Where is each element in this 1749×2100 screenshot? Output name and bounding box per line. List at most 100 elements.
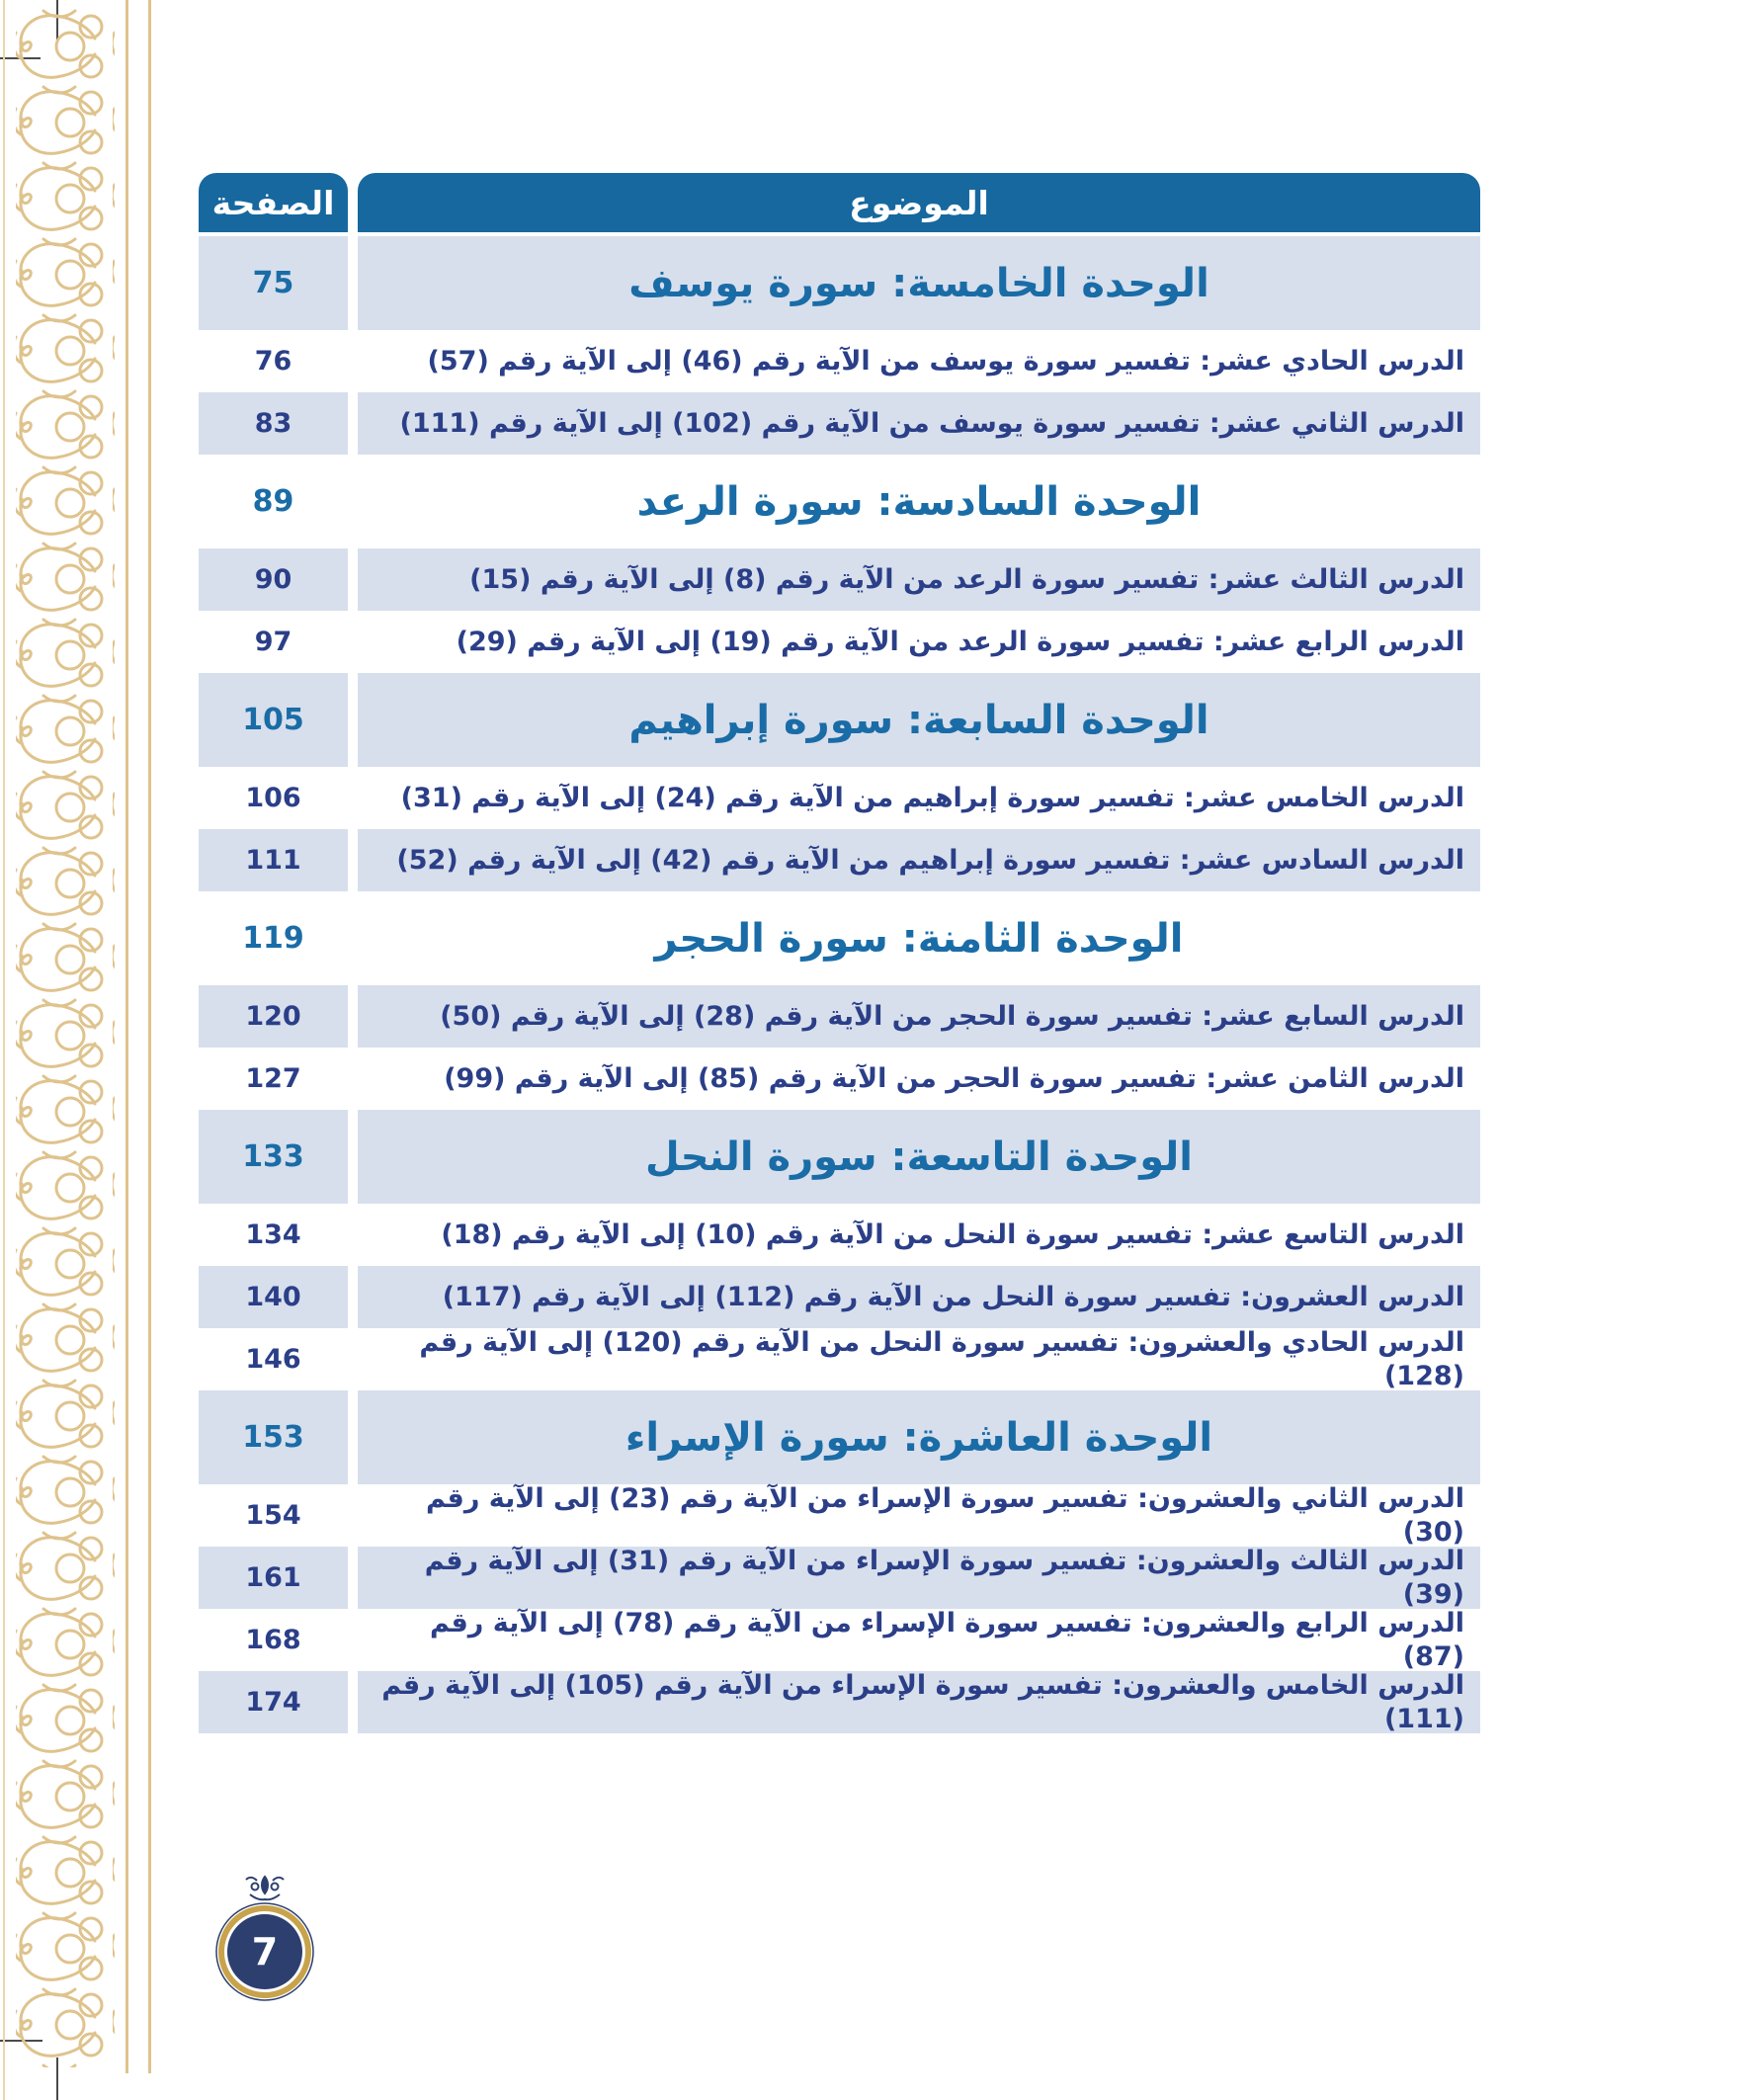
toc-row-topic-cell: الدرس الثاني والعشرون: تفسير سورة الإسرا… xyxy=(358,1482,1480,1548)
toc-row-topic-text: الدرس الرابع والعشرون: تفسير سورة الإسرا… xyxy=(429,1607,1464,1672)
toc-unit-row: 133 الوحدة التاسعة: سورة النحل xyxy=(199,1110,1480,1204)
toc-rows: 75 الوحدة الخامسة: سورة يوسف 76 الدرس الحاد… xyxy=(199,236,1480,1734)
toc-row-page-number: 140 xyxy=(245,1282,301,1312)
toc-lesson-row: 168 الدرس الرابع والعشرون: تفسير سورة الإ… xyxy=(199,1607,1480,1672)
toc-row-topic-text: الوحدة الخامسة: سورة يوسف xyxy=(628,260,1209,306)
toc-row-page-number: 90 xyxy=(254,564,292,595)
toc-lesson-row: 106 الدرس الخامس عشر: تفسير سورة إبراهيم … xyxy=(199,767,1480,829)
toc-row-page-number: 134 xyxy=(245,1219,301,1250)
toc-row-page-cell: 134 xyxy=(199,1204,348,1266)
toc-row-page-cell: 106 xyxy=(199,767,348,829)
toc-row-page-cell: 90 xyxy=(199,548,348,611)
toc-lesson-row: 111 الدرس السادس عشر: تفسير سورة إبراهيم … xyxy=(199,829,1480,891)
toc-row-page-number: 120 xyxy=(245,1001,301,1032)
toc-row-page-number: 76 xyxy=(254,346,292,377)
toc-row-page-number: 111 xyxy=(245,845,301,876)
toc-row-topic-text: الوحدة التاسعة: سورة النحل xyxy=(644,1134,1194,1180)
toc-row-topic-cell: الدرس الرابع عشر: تفسير سورة الرعد من ال… xyxy=(358,611,1480,673)
toc-row-page-number: 75 xyxy=(252,266,294,300)
toc-row-page-number: 119 xyxy=(242,921,304,956)
toc-row-topic-cell: الدرس الحادي والعشرون: تفسير سورة النحل … xyxy=(358,1327,1480,1391)
toc-row-topic-cell: الدرس الحادي عشر: تفسير سورة يوسف من الآ… xyxy=(358,330,1480,392)
toc-unit-row: 89 الوحدة السادسة: سورة الرعد xyxy=(199,455,1480,548)
toc-row-page-number: 97 xyxy=(254,627,292,657)
toc-row-topic-text: الدرس التاسع عشر: تفسير سورة النحل من ال… xyxy=(441,1218,1464,1250)
toc-row-topic-text: الوحدة السابعة: سورة إبراهيم xyxy=(628,697,1209,743)
toc-lesson-row: 83 الدرس الثاني عشر: تفسير سورة يوسف من ا… xyxy=(199,392,1480,455)
toc-row-topic-text: الدرس السادس عشر: تفسير سورة إبراهيم من … xyxy=(396,844,1464,876)
crop-mark-bottom-vertical xyxy=(56,2058,58,2100)
ornamental-border-pattern xyxy=(3,0,151,2100)
toc-row-page-cell: 153 xyxy=(199,1390,348,1484)
toc-row-page-cell: 105 xyxy=(199,673,348,767)
toc-row-page-cell: 75 xyxy=(199,236,348,330)
toc-row-topic-cell: الدرس الثاني عشر: تفسير سورة يوسف من الآ… xyxy=(358,392,1480,455)
toc-row-topic-text: الدرس الثامن عشر: تفسير سورة الحجر من ال… xyxy=(444,1062,1464,1094)
toc-row-page-cell: 146 xyxy=(199,1328,348,1390)
toc-row-topic-text: الدرس الثاني والعشرون: تفسير سورة الإسرا… xyxy=(425,1482,1464,1548)
toc-row-topic-cell: الدرس السابع عشر: تفسير سورة الحجر من ال… xyxy=(358,985,1480,1048)
toc-lesson-row: 76 الدرس الحادي عشر: تفسير سورة يوسف من ا… xyxy=(199,330,1480,392)
toc-row-topic-cell: الدرس العشرون: تفسير سورة النحل من الآية… xyxy=(358,1266,1480,1328)
toc-row-topic-text: الدرس السابع عشر: تفسير سورة الحجر من ال… xyxy=(440,1000,1464,1032)
toc-lesson-row: 161 الدرس الثالث والعشرون: تفسير سورة الإ… xyxy=(199,1545,1480,1610)
toc-row-page-number: 153 xyxy=(242,1420,304,1455)
toc-header-topic-label: الموضوع xyxy=(849,183,989,222)
toc-lesson-row: 154 الدرس الثاني والعشرون: تفسير سورة الإ… xyxy=(199,1482,1480,1548)
toc-row-page-cell: 120 xyxy=(199,985,348,1048)
toc-row-topic-cell: الدرس السادس عشر: تفسير سورة إبراهيم من … xyxy=(358,829,1480,891)
toc-lesson-row: 90 الدرس الثالث عشر: تفسير سورة الرعد من … xyxy=(199,548,1480,611)
badge-disc xyxy=(227,1914,302,1989)
toc-unit-row: 119 الوحدة الثامنة: سورة الحجر xyxy=(199,891,1480,985)
toc-row-page-number: 89 xyxy=(252,484,294,519)
toc-row-page-number: 146 xyxy=(245,1344,301,1375)
toc-row-page-number: 83 xyxy=(254,408,292,439)
toc-row-topic-text: الدرس الثالث والعشرون: تفسير سورة الإسرا… xyxy=(424,1545,1464,1610)
toc-row-page-cell: 89 xyxy=(199,455,348,548)
toc-row-topic-text: الدرس الثالث عشر: تفسير سورة الرعد من ال… xyxy=(469,563,1464,595)
toc-table: الصفحة الموضوع 75 الوحدة الخامسة: سورة يو… xyxy=(199,173,1480,1734)
toc-row-page-cell: 133 xyxy=(199,1110,348,1204)
toc-row-page-number: 168 xyxy=(245,1625,301,1655)
border-inner-line xyxy=(125,0,128,2073)
toc-row-topic-text: الدرس الرابع عشر: تفسير سورة الرعد من ال… xyxy=(456,626,1464,657)
toc-row-topic-text: الدرس الثاني عشر: تفسير سورة يوسف من الآ… xyxy=(399,407,1465,439)
toc-row-topic-cell: الوحدة العاشرة: سورة الإسراء xyxy=(358,1390,1480,1484)
toc-lesson-row: 134 الدرس التاسع عشر: تفسير سورة النحل من… xyxy=(199,1204,1480,1266)
toc-row-topic-cell: الوحدة الخامسة: سورة يوسف xyxy=(358,236,1480,330)
toc-row-page-cell: 174 xyxy=(199,1671,348,1733)
finial-ornament-icon xyxy=(245,1875,285,1901)
toc-row-topic-text: الوحدة الثامنة: سورة الحجر xyxy=(654,915,1184,962)
toc-row-topic-cell: الدرس التاسع عشر: تفسير سورة النحل من ال… xyxy=(358,1204,1480,1266)
toc-header-page-label: الصفحة xyxy=(211,183,335,222)
page-number-badge: 7 xyxy=(210,1871,319,2005)
toc-row-topic-text: الوحدة العاشرة: سورة الإسراء xyxy=(625,1414,1213,1461)
toc-row-page-cell: 119 xyxy=(199,891,348,985)
toc-row-page-cell: 76 xyxy=(199,330,348,392)
toc-row-topic-cell: الدرس الخامس عشر: تفسير سورة إبراهيم من … xyxy=(358,767,1480,829)
toc-row-topic-cell: الدرس الثامن عشر: تفسير سورة الحجر من ال… xyxy=(358,1048,1480,1110)
toc-row-page-cell: 83 xyxy=(199,392,348,455)
toc-row-page-number: 106 xyxy=(245,783,301,813)
toc-row-page-cell: 161 xyxy=(199,1547,348,1609)
toc-lesson-row: 140 الدرس العشرون: تفسير سورة النحل من ال… xyxy=(199,1266,1480,1328)
toc-row-topic-cell: الوحدة السادسة: سورة الرعد xyxy=(358,455,1480,548)
toc-lesson-row: 120 الدرس السابع عشر: تفسير سورة الحجر من… xyxy=(199,985,1480,1048)
toc-unit-row: 153 الوحدة العاشرة: سورة الإسراء xyxy=(199,1390,1480,1484)
border-outer-line xyxy=(148,0,151,2073)
badge-gold-ring xyxy=(218,1905,311,1998)
toc-row-page-number: 161 xyxy=(245,1562,301,1593)
toc-row-page-number: 105 xyxy=(242,703,304,737)
toc-row-topic-cell: الوحدة الثامنة: سورة الحجر xyxy=(358,891,1480,985)
toc-row-page-cell: 168 xyxy=(199,1609,348,1671)
toc-row-topic-text: الوحدة السادسة: سورة الرعد xyxy=(636,478,1202,525)
toc-row-page-number: 174 xyxy=(245,1687,301,1718)
toc-row-page-cell: 97 xyxy=(199,611,348,673)
ornamental-border xyxy=(0,0,168,2100)
badge-outer-ring xyxy=(215,1902,314,2001)
toc-row-page-cell: 154 xyxy=(199,1484,348,1547)
toc-row-topic-cell: الوحدة التاسعة: سورة النحل xyxy=(358,1110,1480,1204)
toc-row-topic-cell: الوحدة السابعة: سورة إبراهيم xyxy=(358,673,1480,767)
toc-header-row: الصفحة الموضوع xyxy=(199,173,1480,232)
